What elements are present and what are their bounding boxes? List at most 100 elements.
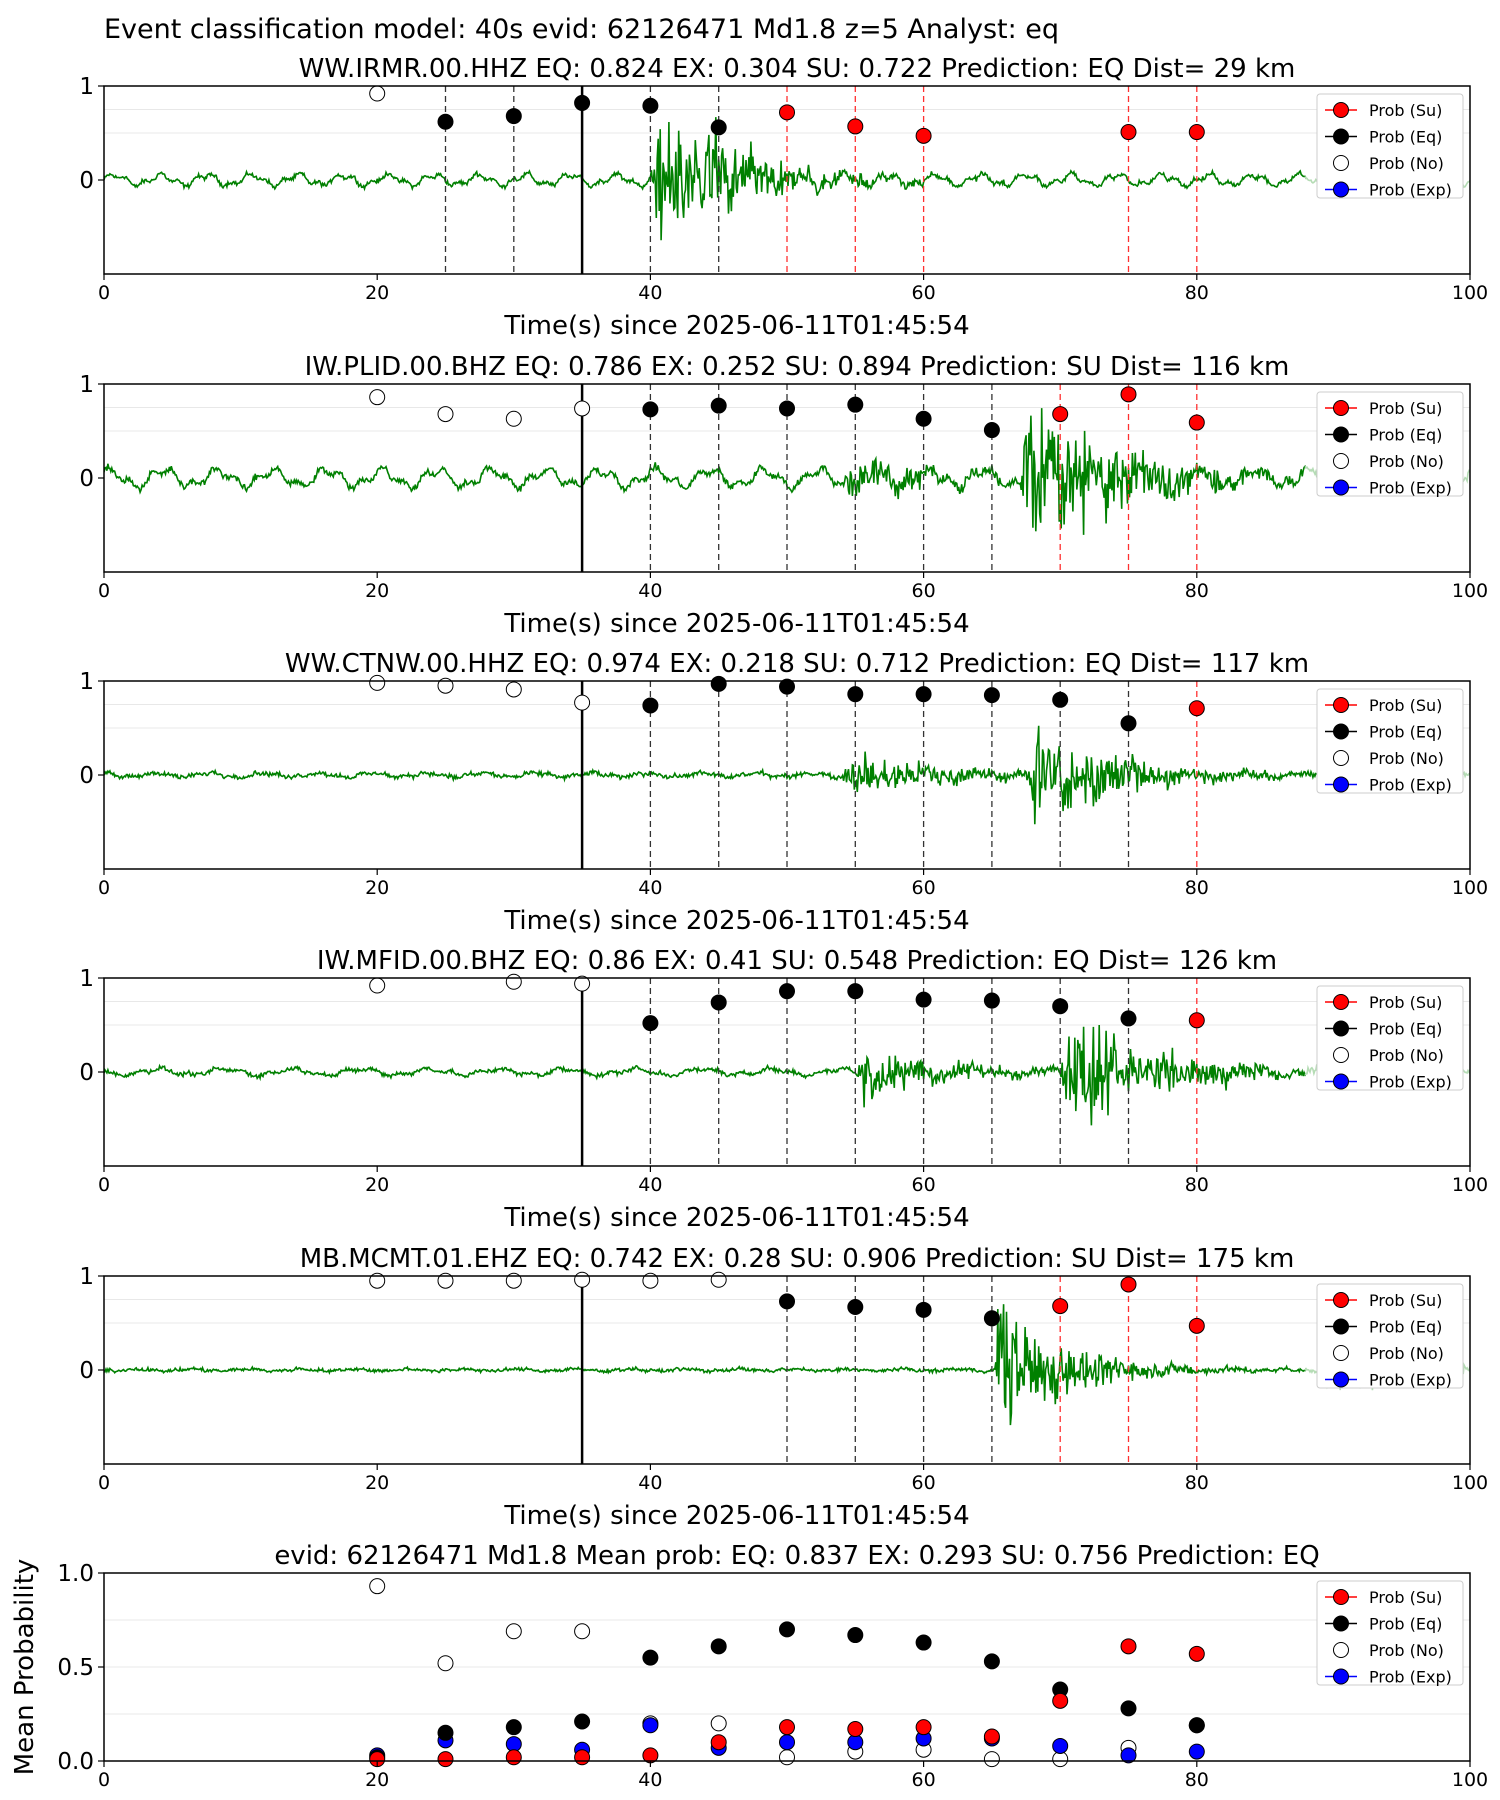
x-tick-label: 100 — [1452, 1472, 1488, 1494]
legend-marker-no — [1333, 453, 1349, 469]
x-tick-label: 80 — [1185, 877, 1209, 899]
prob-point-no — [642, 1272, 659, 1289]
panel-6: 0 20 40 60 80 100 1.0 0.5 0.0 evid: 62126471 Md1.… — [10, 1541, 1488, 1791]
prob-point-eq — [847, 1627, 864, 1644]
y-tick-label: 0.0 — [57, 1749, 94, 1775]
panel-title: MB.MCMT.01.EHZ EQ: 0.742 EX: 0.28 SU: 0.… — [300, 1244, 1295, 1274]
x-tick-label: 40 — [638, 580, 662, 602]
y-tick-label: 1 — [79, 966, 94, 992]
panel-title: evid: 62126471 Md1.8 Mean prob: EQ: 0.83… — [274, 1541, 1319, 1571]
legend-box — [1316, 1283, 1464, 1389]
legend-marker-su — [1333, 1292, 1349, 1308]
legend-box — [1316, 93, 1464, 199]
prob-point-su — [1188, 414, 1205, 431]
prob-point-su — [1188, 1317, 1205, 1334]
legend-marker-exp — [1333, 181, 1349, 198]
x-tick-label: 40 — [638, 282, 662, 304]
legend-marker-eq — [1333, 128, 1349, 145]
x-axis-label: Time(s) since 2025-06-11T01:45:54 — [503, 311, 969, 341]
legend-label-su: Prob (Su) — [1369, 1291, 1442, 1310]
prob-point-su — [847, 1721, 864, 1738]
prob-point-su — [1120, 124, 1137, 141]
x-tick-label: 100 — [1452, 1769, 1488, 1791]
prob-point-su — [779, 1719, 795, 1736]
legend-label-no: Prob (No) — [1369, 1641, 1444, 1660]
legend-marker-su — [1333, 102, 1349, 118]
prob-point-su — [915, 1719, 932, 1736]
prob-point-eq — [915, 1634, 932, 1651]
prob-point-eq — [642, 1649, 659, 1666]
panel-4: 0 20 40 60 80 100 1 0 IW.MFID.00.BHZ EQ: 0.86 EX… — [79, 946, 1488, 1233]
legend-label-su: Prob (Su) — [1369, 1588, 1442, 1607]
prob-point-eq — [915, 410, 932, 427]
x-axis-label: Time(s) since 2025-06-11T01:45:54 — [503, 1203, 969, 1233]
prob-point-eq — [847, 1299, 864, 1316]
prob-point-eq — [779, 678, 795, 695]
prob-point-su — [1120, 1638, 1137, 1655]
waveform-trace — [104, 1304, 1307, 1426]
prob-point-su — [1052, 406, 1069, 423]
legend-label-exp: Prob (Exp) — [1369, 1073, 1452, 1092]
prob-point-eq — [437, 113, 454, 130]
legend-marker-su — [1333, 697, 1349, 713]
prob-point-eq — [1120, 1700, 1137, 1717]
prob-point-no — [369, 1272, 386, 1289]
prob-point-eq — [915, 686, 932, 703]
prob-point-eq — [710, 1638, 727, 1655]
waveform-trace — [104, 408, 1307, 535]
prob-point-no — [505, 1623, 522, 1640]
prob-point-su — [1120, 386, 1137, 403]
prob-point-eq — [642, 1015, 659, 1032]
prob-point-su — [574, 1749, 591, 1766]
prob-point-eq — [1188, 1717, 1205, 1734]
legend-marker-su — [1333, 400, 1349, 416]
y-tick-label: 1 — [79, 372, 94, 398]
legend-label-su: Prob (Su) — [1369, 993, 1442, 1012]
prob-point-no — [437, 406, 454, 423]
prob-point-eq — [915, 1301, 932, 1318]
prob-point-no — [574, 1623, 591, 1640]
x-axis-label: Time(s) since 2025-06-11T01:45:54 — [503, 1501, 969, 1531]
waveform-trace — [104, 1024, 1307, 1126]
x-tick-label: 100 — [1452, 877, 1488, 899]
x-tick-label: 0 — [98, 282, 110, 304]
y-tick-label: 0 — [79, 168, 94, 194]
prob-point-no — [505, 410, 522, 427]
prob-point-no — [437, 1655, 454, 1672]
prob-point-su — [847, 118, 864, 135]
legend-label-exp: Prob (Exp) — [1369, 181, 1452, 200]
panel-5: 0 20 40 60 80 100 1 0 MB.MCMT.01.EHZ EQ: 0.742 E… — [79, 1244, 1488, 1531]
prob-point-eq — [1052, 998, 1069, 1015]
prob-point-no — [710, 1715, 727, 1732]
prob-point-eq — [710, 675, 727, 692]
legend-marker-exp — [1333, 1073, 1349, 1090]
legend-marker-no — [1333, 750, 1349, 766]
x-tick-label: 100 — [1452, 1174, 1488, 1196]
prob-point-su — [710, 1734, 727, 1751]
prob-point-eq — [847, 983, 864, 1000]
prob-point-eq — [983, 1310, 1000, 1327]
prob-point-eq — [1120, 715, 1137, 732]
prob-point-exp — [1052, 1737, 1069, 1754]
prob-point-exp — [779, 1734, 795, 1751]
prob-point-su — [437, 1751, 454, 1768]
panel-3: 0 20 40 60 80 100 1 0 WW.CTNW.00.HHZ EQ: 0.974 E… — [79, 649, 1488, 936]
prob-point-no — [505, 681, 522, 698]
prob-point-eq — [1120, 1010, 1137, 1027]
prob-point-no — [983, 1751, 1000, 1768]
x-axis-label: Time(s) since 2025-06-11T01:45:54 — [503, 609, 969, 639]
legend-marker-exp — [1333, 1371, 1349, 1388]
legend-box — [1316, 1580, 1464, 1686]
prob-point-su — [505, 1749, 522, 1766]
prob-point-eq — [779, 1621, 795, 1638]
prob-point-su — [1188, 124, 1205, 141]
prob-point-exp — [1120, 1747, 1137, 1764]
x-tick-label: 20 — [365, 1174, 389, 1196]
x-tick-label: 60 — [912, 1769, 936, 1791]
prob-point-su — [1188, 1012, 1205, 1029]
legend-label-eq: Prob (Eq) — [1369, 426, 1442, 445]
x-tick-label: 40 — [638, 1174, 662, 1196]
panel-title: IW.PLID.00.BHZ EQ: 0.786 EX: 0.252 SU: 0… — [305, 352, 1290, 382]
x-tick-label: 80 — [1185, 1769, 1209, 1791]
prob-point-su — [1188, 1645, 1205, 1662]
